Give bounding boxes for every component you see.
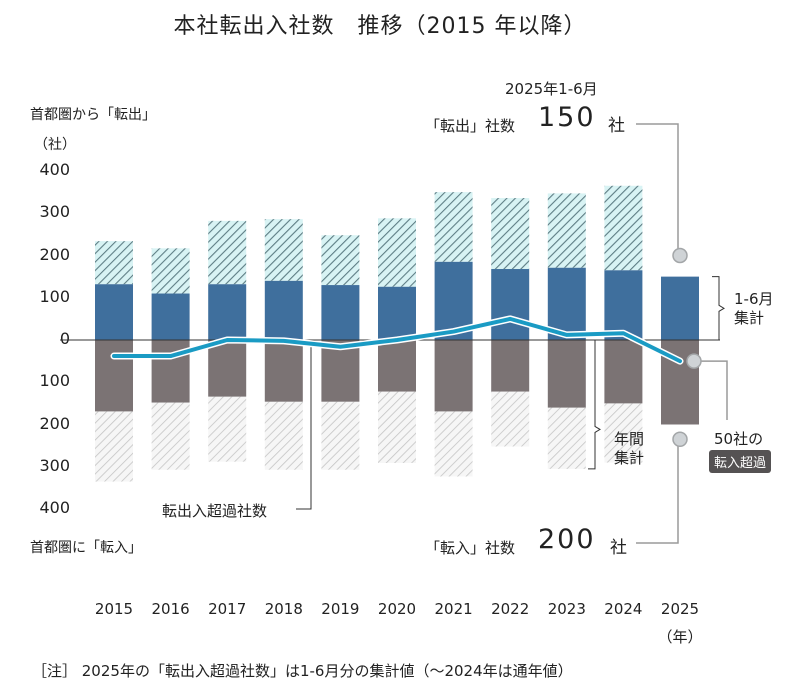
bar-inflow-halfyear-2018 <box>264 340 303 402</box>
x-tick-label: 2021 <box>434 600 473 618</box>
x-tick-label: 2020 <box>377 600 417 618</box>
bar-inflow-annual-2024 <box>604 403 643 463</box>
y-tick-label: 200 <box>39 413 70 433</box>
chart-title: 本社転出入社数 推移（2015 年以降） <box>173 14 587 39</box>
x-tick-label: 2016 <box>151 600 190 618</box>
net-badge: 転入超過 <box>709 450 772 473</box>
callout-net-dot <box>686 353 702 369</box>
bar-inflow-halfyear-2022 <box>491 340 530 392</box>
y-tick-label: 400 <box>39 160 70 179</box>
x-tick-label: 2015 <box>94 600 134 618</box>
bar-outflow-annual-2020 <box>378 218 416 287</box>
bar-outflow-halfyear-2015 <box>95 284 133 340</box>
y-tick-label: 0 <box>59 329 70 348</box>
bar-outflow-halfyear-2022 <box>491 269 530 340</box>
bar-outflow-annual-2018 <box>264 219 303 281</box>
bar-inflow-annual-2023 <box>547 407 586 469</box>
callout-net-leader <box>694 360 728 420</box>
bar-inflow-halfyear-2023 <box>547 340 586 408</box>
bar-outflow-halfyear-2025 <box>661 276 699 340</box>
bar-outflow-annual-2015 <box>95 241 133 285</box>
x-tick-label: 2022 <box>491 600 530 618</box>
bar-inflow-halfyear-2017 <box>208 340 247 397</box>
callout-in-unit: 社 <box>610 538 627 558</box>
bar-outflow-annual-2021 <box>434 192 473 262</box>
bar-inflow-halfyear-2019 <box>321 340 360 402</box>
half-year-label-line1: 1-6月 <box>734 290 774 308</box>
half-year-label-line2: 集計 <box>734 309 765 327</box>
y-axis-label-bottom: 首都圏に「転入」 <box>30 540 142 556</box>
bar-outflow-halfyear-2024 <box>604 270 643 340</box>
bar-outflow-annual-2016 <box>151 248 190 294</box>
half-year-bracket <box>712 276 725 341</box>
bar-outflow-halfyear-2016 <box>151 293 190 340</box>
x-tick-label: 2025 <box>660 600 700 618</box>
line-series-leader <box>296 342 312 510</box>
bar-inflow-halfyear-2021 <box>434 340 473 412</box>
y-tick-label: 400 <box>39 498 70 517</box>
bar-inflow-annual-2019 <box>321 401 360 470</box>
bar-outflow-annual-2024 <box>604 185 643 271</box>
bar-outflow-annual-2022 <box>491 198 530 270</box>
bar-outflow-annual-2017 <box>208 220 247 285</box>
x-tick-label: 2023 <box>547 600 586 618</box>
footnote: ［注］ 2025年の「転出入超過社数」は1-6月分の集計値（～2024年は通年値… <box>32 662 573 680</box>
y-tick-label: 300 <box>39 202 70 222</box>
bar-outflow-annual-2023 <box>547 193 586 268</box>
x-tick-label: 2018 <box>264 600 303 618</box>
callout-out-unit: 社 <box>608 116 625 136</box>
annual-bracket <box>588 339 601 470</box>
callout-out-label: 「転出」社数 <box>425 117 516 135</box>
half-year-label: 1-6月 集計 <box>734 290 774 328</box>
callout-out-value: 150 <box>538 102 596 133</box>
bar-inflow-annual-2021 <box>434 411 473 477</box>
x-tick-label: 2019 <box>321 600 360 618</box>
bar-inflow-annual-2020 <box>378 391 416 463</box>
callout-out-dot <box>672 247 688 264</box>
annual-label: 年間 集計 <box>614 430 644 468</box>
bar-outflow-halfyear-2020 <box>378 286 416 340</box>
bar-inflow-annual-2016 <box>151 402 190 470</box>
y-tick-label: 300 <box>39 455 70 475</box>
net-label: 50社の <box>714 430 764 448</box>
bar-inflow-annual-2018 <box>264 401 303 470</box>
line-series-label: 転出入超過社数 <box>162 502 268 520</box>
y-axis-label-top: 首都圏から「転出」 <box>30 107 156 123</box>
x-tick-label: 2017 <box>208 600 247 618</box>
y-tick-label: 100 <box>39 286 70 306</box>
bar-outflow-halfyear-2018 <box>264 280 303 340</box>
bar-outflow-annual-2019 <box>321 235 360 286</box>
callout-out-leader <box>636 123 679 256</box>
callout-period: 2025年1-6月 <box>505 80 598 98</box>
bar-inflow-annual-2017 <box>208 396 247 462</box>
bar-inflow-halfyear-2020 <box>378 340 416 392</box>
bar-outflow-halfyear-2017 <box>208 284 247 340</box>
bar-inflow-annual-2015 <box>95 411 133 482</box>
callout-in-value: 200 <box>538 524 596 555</box>
bar-inflow-halfyear-2024 <box>604 340 643 404</box>
y-tick-label: 100 <box>39 371 70 391</box>
x-axis-unit: （年） <box>657 628 703 646</box>
annual-label-line2: 集計 <box>614 449 645 467</box>
bar-inflow-annual-2022 <box>491 391 530 447</box>
annual-label-line1: 年間 <box>614 430 645 448</box>
y-tick-label: 200 <box>39 244 70 264</box>
y-axis-unit: （社） <box>34 137 76 153</box>
callout-in-label: 「転入」社数 <box>425 539 516 557</box>
bar-outflow-halfyear-2019 <box>321 285 360 340</box>
callout-in-dot <box>672 431 688 448</box>
bar-inflow-halfyear-2015 <box>95 340 133 412</box>
callout-in-leader <box>636 439 679 544</box>
x-tick-label: 2024 <box>604 600 643 618</box>
